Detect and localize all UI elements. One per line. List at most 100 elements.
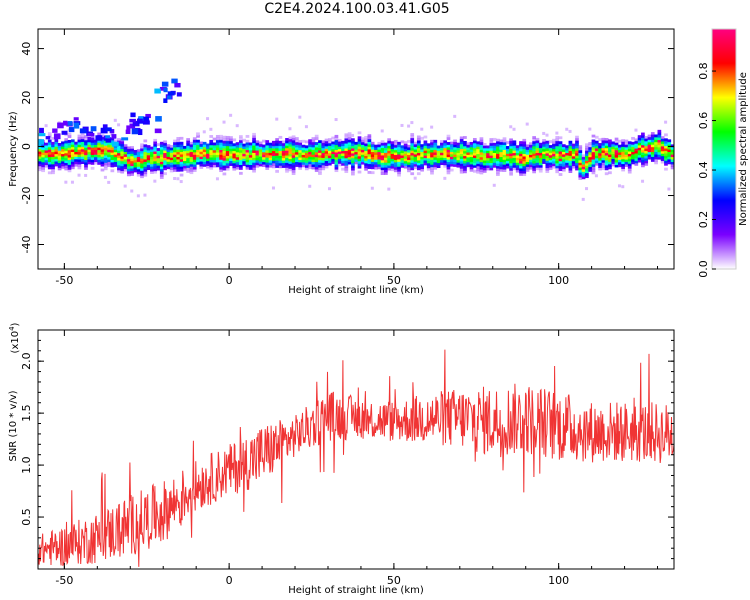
spectrogram-cell (588, 142, 593, 145)
spectrogram-cell (446, 144, 451, 148)
spectrogram-cell (446, 149, 451, 153)
spectrogram-cell (133, 157, 138, 161)
spectrogram-cell (222, 165, 227, 169)
spectrogram-cell (87, 137, 92, 140)
spectrogram-cell (384, 159, 388, 163)
spectrogram-cell (225, 160, 230, 164)
spectrogram-cell (509, 140, 513, 144)
spectrogram-cell (420, 168, 424, 172)
spectrogram-cell (410, 157, 415, 161)
spectrogram-cell (364, 160, 368, 164)
spectrogram-cell (407, 164, 411, 168)
spectrogram-cell (182, 165, 187, 169)
spectrogram-cell (604, 172, 609, 176)
spectrogram-cell (664, 162, 668, 166)
spectrogram-cell (568, 170, 573, 173)
spectrogram-cell (159, 141, 164, 145)
spectrogram-cell (131, 128, 139, 135)
spectrogram-cell (575, 143, 579, 146)
spectrogram-cell (479, 169, 484, 172)
spectrogram-cell (423, 152, 428, 156)
spectrogram-cell (657, 142, 662, 145)
spectrogram-cell (140, 155, 144, 159)
spectrogram-cell (561, 161, 566, 165)
spectrogram-cell (120, 160, 125, 164)
spectrogram-cell (169, 167, 174, 170)
spectrogram-cell (370, 159, 375, 162)
spectrogram-cell (403, 153, 408, 157)
spectrogram-cell (390, 163, 395, 167)
spectrogram-cell (627, 165, 632, 169)
spectrogram-cell (258, 141, 263, 145)
spectrogram-cell (354, 159, 359, 162)
spectrogram-cell (324, 160, 329, 164)
spectrogram-cell (47, 159, 52, 162)
spectrogram-cell (295, 149, 299, 153)
spectrogram-cell (426, 167, 431, 171)
spectrogram-cell (621, 158, 625, 162)
spectrogram-cell (232, 145, 237, 149)
spectrogram-cell (47, 149, 52, 153)
spectrogram-cell (153, 168, 158, 172)
spectrogram-cell (578, 145, 583, 149)
spectrogram-cell (614, 149, 619, 153)
spectrogram-cell (367, 158, 372, 162)
spectrogram-cell (390, 153, 395, 157)
spectrogram-cell (535, 142, 540, 146)
spectrogram-cell (298, 149, 303, 153)
spectrogram-cell (351, 133, 355, 137)
spectrogram-cell (459, 143, 464, 147)
spectrogram-cell (637, 135, 642, 139)
spectrogram-cell (143, 173, 148, 177)
spectrogram-cell (347, 149, 352, 153)
spectrogram-cell (430, 125, 434, 129)
spectrogram-cell (403, 165, 408, 169)
spectrogram-cell (268, 142, 273, 146)
spectrogram-cell (354, 144, 359, 148)
spectrogram-cell (558, 163, 563, 167)
spectrogram-cell (588, 156, 593, 160)
spectrogram-cell (110, 159, 115, 163)
spectrogram-cell (627, 146, 632, 150)
spectrogram-cell (179, 180, 183, 184)
spectrogram-cell (532, 153, 536, 157)
spectrogram-cell (38, 146, 42, 150)
spectrogram-cell (390, 141, 395, 145)
spectrogram-cell (354, 141, 359, 145)
spectrogram-cell (403, 148, 408, 152)
spectrogram-cell (90, 126, 97, 132)
spectrogram-cell (614, 154, 619, 158)
spectrogram-cell (426, 158, 431, 161)
spectrogram-cell (229, 163, 233, 166)
spectrogram-cell (492, 159, 497, 163)
spectrogram-cell (173, 151, 177, 155)
spectrogram-cell (189, 163, 194, 167)
spectrogram-cell (624, 142, 629, 145)
spectrogram-cell (433, 152, 438, 155)
spectrogram-cell (321, 145, 326, 149)
spectrogram-cell (163, 145, 167, 149)
spectrogram-cell (126, 148, 131, 152)
spectrogram-cell (492, 145, 497, 149)
spectrogram-cell (558, 141, 563, 145)
spectrogram-cell (61, 130, 68, 135)
spectrogram-cell (301, 157, 306, 160)
spectrogram-cell (87, 141, 92, 145)
spectrogram-cell (515, 147, 520, 151)
spectrogram-cell (463, 153, 467, 157)
spectrogram-cell (258, 151, 263, 155)
spectrogram-cell (426, 160, 431, 164)
spectrogram-cell (110, 169, 115, 173)
spectrogram-cell (171, 78, 178, 84)
spectrogram-cell (575, 162, 579, 166)
spectrogram-cell (654, 146, 658, 150)
spectrogram-cell (209, 159, 214, 163)
spectrogram-cell (416, 137, 421, 141)
spectrogram-cell (219, 169, 223, 173)
spectrogram-cell (212, 157, 217, 161)
spectrogram-cell (209, 166, 214, 170)
spectrogram-cell (288, 163, 293, 167)
spectrogram-cell (215, 149, 220, 153)
spectrogram-cell (364, 135, 368, 139)
